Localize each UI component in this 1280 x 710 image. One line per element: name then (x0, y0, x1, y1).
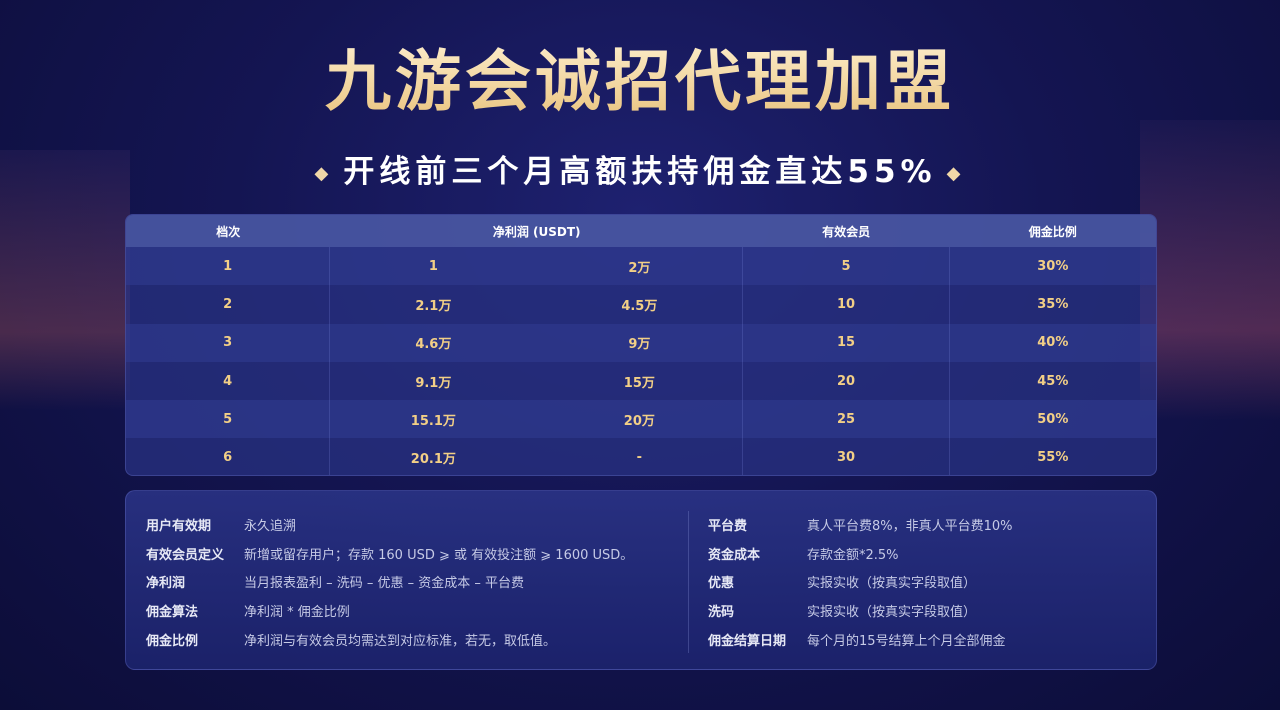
diamond-icon: ◆ (314, 163, 334, 184)
rule-label: 资金成本 (708, 547, 761, 563)
members-cell: 15 (743, 323, 950, 362)
rate-cell: 30% (1037, 258, 1069, 274)
members-cell: 30 (743, 438, 950, 475)
rule-value: 每个月的15号结算上个月全部佣金 (807, 633, 1006, 649)
profit-max-cell: 2万 (628, 260, 651, 276)
profit-max-cell: 9万 (628, 337, 651, 353)
rule-label: 佣金比例 (146, 633, 199, 649)
rule-value: 净利润 * 佣金比例 (244, 605, 350, 621)
tier-cell: 4 (126, 361, 331, 401)
profit-min-cell: 1 (428, 258, 438, 274)
rate-cell: 55% (1037, 450, 1069, 466)
rule-label: 用户有效期 (146, 519, 212, 534)
profit-max-cell: 4.5万 (621, 298, 658, 314)
members-cell: 20 (743, 361, 950, 401)
tier-cell: 2 (126, 285, 331, 324)
tier-cell: 5 (126, 400, 331, 439)
subtitle: ◆ 开线前三个月高额扶持佣金直达55% ◆ (0, 146, 1280, 191)
rules-left: 用户有效期 永久追溯有效会员定义 新增或留存用户；存款 160 USD ⩾ 或 有效… (146, 515, 633, 658)
rule-item: 洗码 实报实收（按真实字段取值） (708, 601, 1013, 630)
table-row: 2 2.1万 4.5万 10 35% (126, 285, 1156, 324)
rate-cell: 45% (1037, 373, 1069, 389)
rule-value: 真人平台费8%，非真人平台费10% (807, 519, 1013, 534)
rule-item: 有效会员定义 新增或留存用户；存款 160 USD ⩾ 或 有效投注额 ⩾ 160… (146, 544, 633, 573)
profit-max-cell: 15万 (623, 375, 655, 391)
rule-label: 净利润 (146, 576, 186, 592)
rule-label: 有效会员定义 (146, 547, 225, 563)
rule-value: 当月报表盈利 – 洗码 – 优惠 – 资金成本 – 平台费 (244, 576, 525, 592)
rule-item: 净利润 当月报表盈利 – 洗码 – 优惠 – 资金成本 – 平台费 (146, 572, 633, 601)
rules-panel: 用户有效期 永久追溯有效会员定义 新增或留存用户；存款 160 USD ⩾ 或 有效… (125, 490, 1157, 670)
rule-value: 存款金额*2.5% (807, 547, 899, 563)
page-title: 九游会诚招代理加盟 (0, 28, 1280, 124)
rule-label: 平台费 (708, 519, 748, 534)
table-row: 4 9.1万 15万 20 45% (126, 361, 1156, 401)
rule-label: 优惠 (708, 576, 735, 592)
profit-min-cell: 2.1万 (415, 298, 452, 314)
diamond-icon: ◆ (946, 163, 966, 184)
rule-item: 用户有效期 永久追溯 (146, 515, 633, 544)
table-row: 1 1 2万 5 30% (126, 247, 1156, 286)
rate-cell: 40% (1037, 335, 1069, 351)
members-cell: 25 (743, 400, 950, 439)
rate-cell: 50% (1037, 411, 1069, 427)
rules-right: 平台费 真人平台费8%，非真人平台费10% 资金成本 存款金额*2.5% 优惠 实报实收（… (708, 515, 1013, 658)
tier-cell: 6 (126, 438, 331, 475)
rule-value: 新增或留存用户；存款 160 USD ⩾ 或 有效投注额 ⩾ 1600 USD。 (244, 547, 634, 563)
tier-cell: 3 (126, 323, 331, 362)
rule-item: 资金成本 存款金额*2.5% (708, 544, 1013, 573)
profit-max-cell: - (636, 450, 643, 466)
profit-max-cell: 20万 (623, 413, 655, 429)
rule-value: 永久追溯 (244, 519, 297, 534)
profit-min-cell: 4.6万 (415, 337, 452, 353)
table-row: 6 20.1万 - 30 55% (126, 438, 1156, 475)
commission-table: 档次 净利润 (USDT) 有效会员 佣金比例 1 1 2万 5 30% 2 2.1… (125, 214, 1157, 476)
profit-min-cell: 15.1万 (410, 413, 456, 429)
rule-value: 实报实收（按真实字段取值） (807, 605, 977, 621)
rule-value: 净利润与有效会员均需达到对应标准，若无，取低值。 (244, 633, 557, 649)
background-cityscape-right (1140, 120, 1280, 420)
members-cell: 5 (743, 247, 950, 286)
profit-min-cell: 9.1万 (415, 375, 452, 391)
header-active-members: 有效会员 (822, 224, 871, 239)
profit-min-cell: 20.1万 (410, 452, 456, 468)
rule-item: 平台费 真人平台费8%，非真人平台费10% (708, 515, 1013, 544)
members-cell: 10 (743, 285, 950, 324)
rule-label: 洗码 (708, 605, 735, 621)
rate-cell: 35% (1037, 296, 1069, 312)
table-row: 5 15.1万 20万 25 50% (126, 400, 1156, 439)
rule-item: 佣金比例 净利润与有效会员均需达到对应标准，若无，取低值。 (146, 630, 633, 659)
rule-item: 佣金结算日期 每个月的15号结算上个月全部佣金 (708, 630, 1013, 659)
tier-cell: 1 (126, 247, 331, 286)
header-tier: 档次 (216, 224, 241, 239)
header-commission-rate: 佣金比例 (1028, 224, 1077, 239)
table-header: 档次 净利润 (USDT) 有效会员 佣金比例 (126, 215, 1156, 247)
table-row: 3 4.6万 9万 15 40% (126, 323, 1156, 362)
background-cityscape-left (0, 150, 130, 410)
divider (688, 511, 689, 653)
rule-item: 优惠 实报实收（按真实字段取值） (708, 572, 1013, 601)
rule-label: 佣金结算日期 (708, 633, 787, 649)
header-net-profit: 净利润 (USDT) (492, 224, 581, 239)
rule-item: 佣金算法 净利润 * 佣金比例 (146, 601, 633, 630)
rule-value: 实报实收（按真实字段取值） (807, 576, 977, 592)
subtitle-text: 开线前三个月高额扶持佣金直达55% (343, 154, 937, 190)
rule-label: 佣金算法 (146, 605, 199, 621)
